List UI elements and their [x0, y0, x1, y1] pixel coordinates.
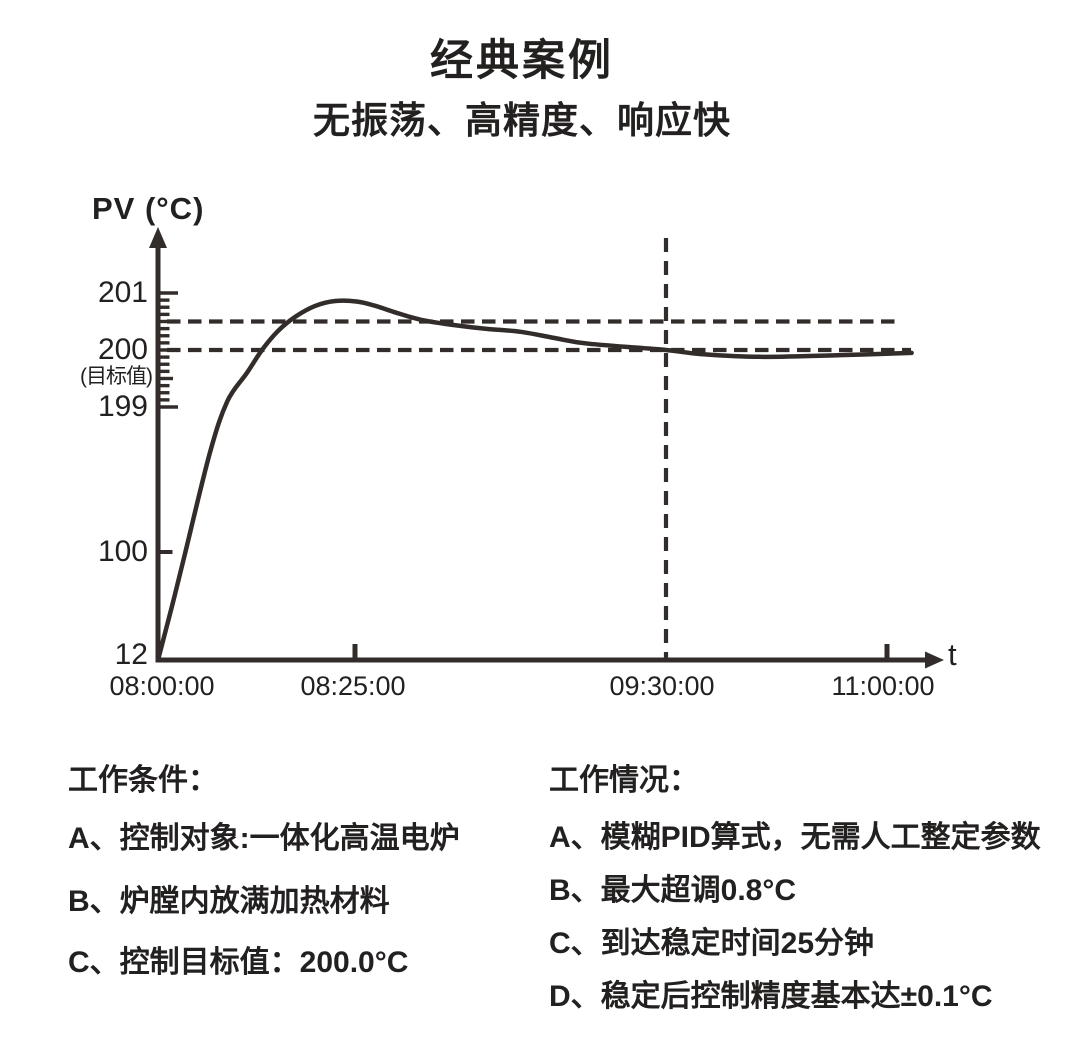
x-tick-label-0930: 09:30:00	[609, 671, 715, 701]
result-item-b: B、最大超调0.8°C	[549, 874, 797, 907]
x-tick-label-0825: 08:25:00	[300, 671, 406, 701]
results-section: 工作情况： A、模糊PID算式，无需人工整定参数 B、最大超调0.8°C C、到…	[549, 764, 1041, 1033]
y-tick-label-200: 200	[97, 333, 148, 366]
page-title: 经典案例	[430, 37, 614, 85]
y-axis-title: PV (°C)	[92, 191, 205, 226]
results-heading: 工作情况：	[549, 764, 699, 797]
condition-item-b: B、炉膛内放满加热材料	[68, 885, 390, 918]
result-item-d: D、稳定后控制精度基本达±0.1°C	[549, 980, 993, 1013]
pv-curve	[155, 298, 914, 663]
x-tick-label-1100: 11:00:00	[831, 671, 935, 701]
x-tick-label-0800: 08:00:00	[109, 671, 215, 701]
y-tick-label-100: 100	[97, 535, 148, 568]
condition-item-a: A、控制对象:一体化高温电炉	[68, 822, 460, 855]
result-item-c: C、到达稳定时间25分钟	[549, 927, 875, 960]
x-axis-title: t	[948, 637, 957, 672]
y-tick-label-201: 201	[97, 276, 148, 309]
x-axis-arrow-icon	[925, 651, 944, 669]
y-tick-label-199: 199	[97, 390, 148, 423]
y-tick-label-12: 12	[114, 638, 148, 671]
conditions-heading: 工作条件：	[68, 764, 218, 797]
page-subtitle: 无振荡、高精度、响应快	[313, 100, 731, 141]
y-axis-arrow-icon	[149, 227, 167, 248]
conditions-section: 工作条件： A、控制对象:一体化高温电炉 B、炉膛内放满加热材料 C、控制目标值…	[68, 764, 460, 980]
y-target-label: (目标值)	[80, 365, 153, 388]
condition-item-c: C、控制目标值：200.0°C	[68, 946, 409, 979]
result-item-a: A、模糊PID算式，无需人工整定参数	[549, 821, 1041, 854]
